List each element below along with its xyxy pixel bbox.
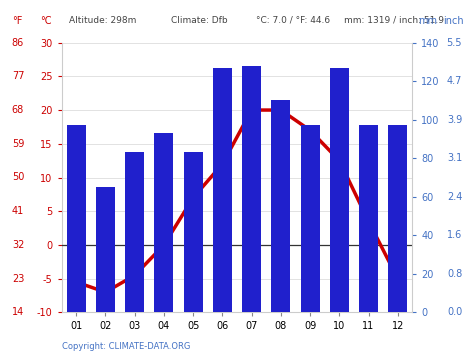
Bar (271, 100, 291, 312)
Bar (155, 133, 173, 312)
Text: 14: 14 (12, 307, 24, 317)
Text: 23: 23 (12, 274, 24, 284)
Text: °C: °C (40, 16, 52, 26)
Bar (330, 68, 349, 312)
Text: 77: 77 (12, 71, 24, 81)
Text: inch: inch (443, 16, 464, 26)
Bar (301, 125, 319, 312)
Text: Altitude: 298m: Altitude: 298m (69, 16, 136, 25)
Text: 0.8: 0.8 (447, 269, 462, 279)
Text: 68: 68 (12, 105, 24, 115)
Text: 1.6: 1.6 (447, 230, 462, 240)
Bar (183, 152, 203, 312)
Text: 50: 50 (12, 173, 24, 182)
Text: 3.1: 3.1 (447, 153, 462, 163)
Text: 59: 59 (12, 139, 24, 149)
Bar (67, 125, 86, 312)
Bar (242, 66, 261, 312)
Text: Copyright: CLIMATE-DATA.ORG: Copyright: CLIMATE-DATA.ORG (62, 343, 190, 351)
Bar (125, 152, 144, 312)
Text: 41: 41 (12, 206, 24, 216)
Text: °F: °F (12, 16, 22, 26)
Bar (388, 125, 407, 312)
Text: 32: 32 (12, 240, 24, 250)
Bar (96, 187, 115, 312)
Text: 3.9: 3.9 (447, 115, 462, 125)
Bar (359, 125, 378, 312)
Text: 5.5: 5.5 (447, 38, 462, 48)
Text: 2.4: 2.4 (447, 192, 462, 202)
Text: 4.7: 4.7 (447, 76, 462, 86)
Text: mm: mm (418, 16, 437, 26)
Text: 86: 86 (12, 38, 24, 48)
Text: Climate: Dfb: Climate: Dfb (171, 16, 227, 25)
Bar (213, 68, 232, 312)
Text: 0.0: 0.0 (447, 307, 462, 317)
Text: mm: 1319 / inch: 51.9: mm: 1319 / inch: 51.9 (344, 16, 444, 25)
Text: °C: 7.0 / °F: 44.6: °C: 7.0 / °F: 44.6 (256, 16, 330, 25)
